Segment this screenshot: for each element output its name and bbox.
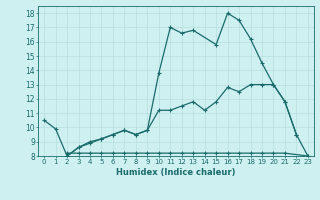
X-axis label: Humidex (Indice chaleur): Humidex (Indice chaleur) bbox=[116, 168, 236, 177]
